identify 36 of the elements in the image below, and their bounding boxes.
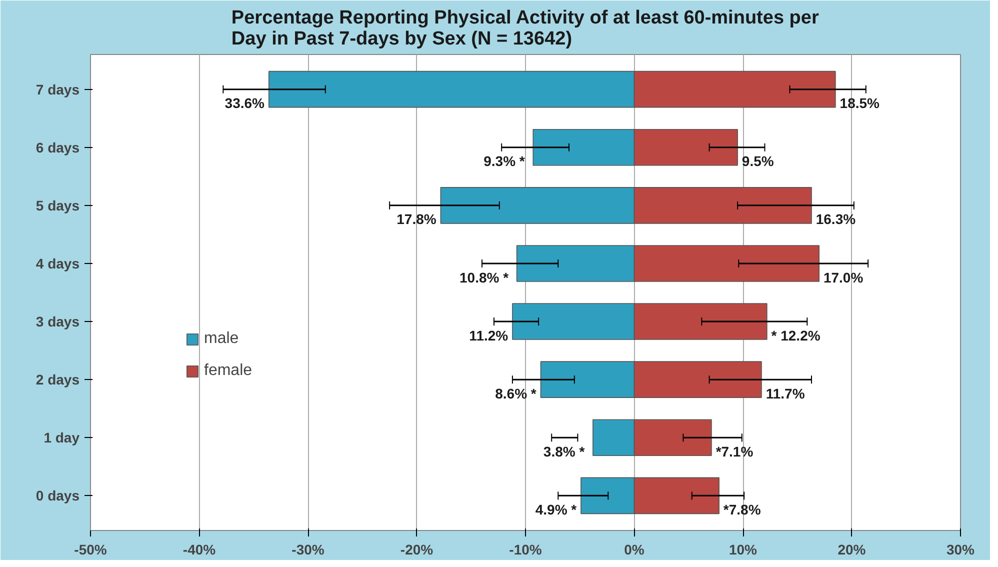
x-tick-label: -30%: [292, 542, 325, 558]
x-tick-label: -20%: [400, 542, 434, 558]
data-label: 16.3%: [816, 211, 856, 228]
y-tick-label: 5 days: [36, 197, 80, 214]
data-label: 9.5%: [742, 153, 774, 170]
y-tick-label: 4 days: [36, 255, 80, 272]
data-label: * 12.2%: [771, 327, 821, 344]
legend-label: female: [204, 362, 252, 380]
data-label: 3.8% *: [543, 443, 586, 460]
legend-label: male: [204, 330, 239, 348]
x-tick-label: -50%: [74, 542, 108, 558]
x-tick-label: 10%: [728, 542, 758, 558]
data-label: 8.6% *: [495, 385, 537, 402]
y-tick-label: 3 days: [36, 314, 80, 330]
y-tick-label: 7 days: [36, 81, 80, 98]
data-label: 9.3% *: [484, 153, 526, 170]
y-tick-label: 1 day: [44, 430, 80, 446]
data-label: 17.8%: [396, 211, 437, 228]
x-tick-label: -40%: [182, 542, 216, 558]
data-label: *7.1%: [716, 443, 754, 460]
data-label: 17.0%: [823, 269, 864, 286]
chart-title: Percentage Reporting Physical Activity of at least 60-minutes per Day in Past 7-days by Sex (N = 13642): [231, 8, 820, 50]
x-tick-label: 20%: [838, 542, 866, 558]
y-tick-label: 0 days: [36, 488, 80, 504]
data-label: 11.2%: [469, 327, 509, 344]
data-label: 11.7%: [766, 385, 806, 402]
data-label: 18.5%: [840, 95, 880, 112]
x-tick-label: 30%: [946, 542, 976, 558]
data-label: 10.8% *: [460, 269, 510, 286]
y-tick-label: 2 days: [36, 372, 80, 388]
x-tick-label: 0%: [624, 542, 645, 558]
data-label: *7.8%: [723, 501, 762, 518]
data-label: 4.9% *: [535, 501, 578, 518]
y-tick-label: 6 days: [36, 139, 80, 156]
data-label: 33.6%: [224, 95, 266, 112]
x-tick-label: -10%: [509, 542, 542, 558]
